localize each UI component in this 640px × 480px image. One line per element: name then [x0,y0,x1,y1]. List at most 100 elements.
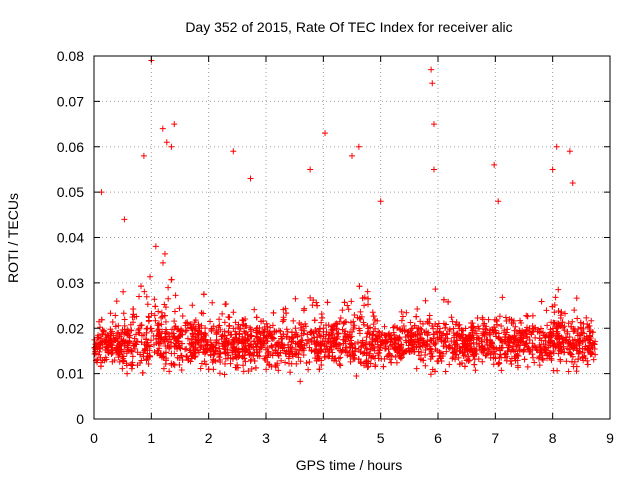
data-point [562,310,569,317]
data-point [365,295,372,302]
data-point [505,342,512,349]
data-point [337,342,344,349]
data-point [432,340,439,347]
data-point [107,310,114,317]
data-point [124,346,131,353]
data-point [261,355,268,362]
data-point [242,348,249,355]
data-point [339,307,346,314]
data-point [174,326,181,333]
data-point [364,288,371,295]
data-point [576,345,583,352]
data-point [370,321,377,328]
data-point [98,339,105,346]
data-point [136,293,143,300]
y-tick-label: 0.07 [57,93,84,109]
data-point [425,329,432,336]
data-point-peak [566,148,573,155]
data-point [253,329,260,336]
data-point [584,357,591,364]
x-tick-label: 8 [549,430,557,446]
data-point [336,361,343,368]
data-point [328,327,335,334]
data-point [192,346,199,353]
data-point [440,296,447,303]
data-point [555,307,562,314]
data-point [145,360,152,367]
data-point [455,331,462,338]
data-point [365,325,372,332]
data-point [387,352,394,359]
data-point [272,349,279,356]
data-point [183,345,190,352]
data-point [335,355,342,362]
data-point [221,342,228,349]
data-point [154,350,161,357]
data-point [268,342,275,349]
data-point [546,353,553,360]
data-point [504,347,511,354]
data-point [263,320,270,327]
data-point [312,327,319,334]
data-point [109,318,116,325]
data-point [263,366,270,373]
data-point [262,346,269,353]
data-point [245,367,252,374]
data-point [174,345,181,352]
data-point-peak [307,166,314,173]
data-point [170,361,177,368]
data-point-peak [322,130,329,137]
data-point [128,361,135,368]
data-point [196,325,203,332]
data-point [332,340,339,347]
data-point [370,313,377,320]
data-point [453,319,460,326]
data-point [534,347,541,354]
data-point [316,331,323,338]
data-point [321,340,328,347]
data-point [552,343,559,350]
data-point [382,339,389,346]
data-point [200,337,207,344]
data-point-peak [491,161,498,168]
data-point [536,335,543,342]
data-point [424,341,431,348]
data-point [455,354,462,361]
data-point [279,343,286,350]
data-point [382,340,389,347]
data-point [216,370,223,377]
data-point [333,336,340,343]
data-point [392,354,399,361]
data-point [404,329,411,336]
data-point [219,310,226,317]
data-point [233,354,240,361]
data-point [374,333,381,340]
data-point [216,345,223,352]
data-point [557,314,564,321]
data-point [107,329,114,336]
data-point [363,334,370,341]
data-point [370,328,377,335]
data-point [471,361,478,368]
data-point-peak [430,121,437,128]
data-point [413,343,420,350]
data-point [367,360,374,367]
data-point [557,358,564,365]
data-point [357,315,364,322]
data-point [333,343,340,350]
data-point [94,356,101,363]
data-point [503,318,510,325]
data-point [375,350,382,357]
data-point [346,344,353,351]
data-point [103,356,110,363]
data-point [121,322,128,329]
data-point [156,330,163,337]
data-point [355,325,362,332]
data-point [462,352,469,359]
data-point [385,346,392,353]
data-point [350,325,357,332]
data-point [462,325,469,332]
data-point [485,346,492,353]
data-point [470,339,477,346]
data-point [250,352,257,359]
